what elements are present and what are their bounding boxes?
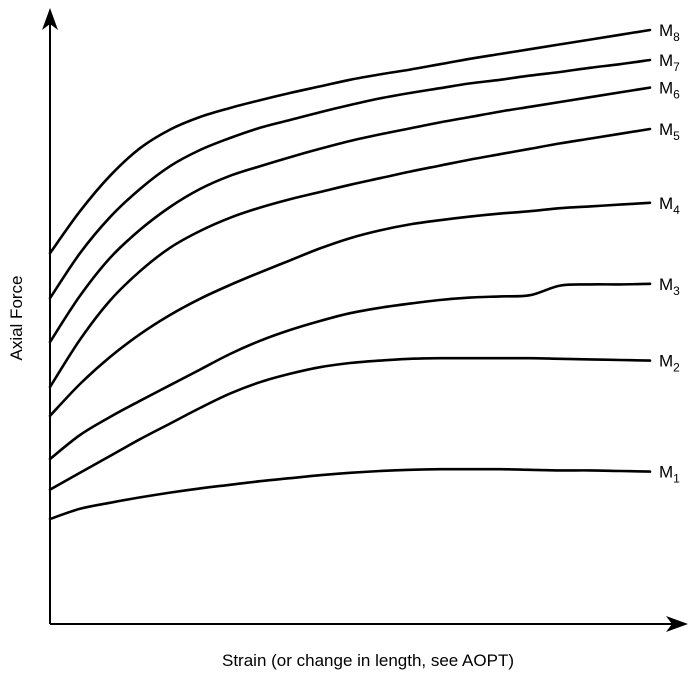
series-line-m7 [48,58,652,300]
series-label-m8: M8 [659,21,680,44]
series-line-m4 [48,201,652,418]
series-label-main: M [659,21,673,40]
series-line-m5 [48,127,652,389]
series-label-m6: M6 [659,79,680,102]
series-line-m2 [48,356,652,491]
x-axis-arrowhead [666,616,688,632]
series-label-main: M [659,352,673,371]
series-label-subscript: 3 [673,284,680,298]
series-line-m8 [48,28,652,255]
series-line-m6 [48,86,652,344]
series-label-main: M [659,51,673,70]
series-label-m4: M4 [659,194,680,217]
series-label-subscript: 6 [673,88,680,102]
series-label-m1: M1 [659,463,680,486]
x-axis-title: Strain (or change in length, see AOPT) [222,651,514,670]
series-label-m2: M2 [659,352,680,375]
series-label-subscript: 5 [673,129,680,143]
series-label-main: M [659,194,673,213]
series-label-m7: M7 [659,51,680,74]
series-label-subscript: 8 [673,30,680,44]
series-label-subscript: 1 [673,472,680,486]
series-label-subscript: 7 [673,60,680,74]
series-label-m3: M3 [659,275,680,298]
series-label-main: M [659,120,673,139]
y-axis-title: Axial Force [7,275,26,360]
y-axis-arrowhead [42,8,58,30]
series-label-main: M [659,275,673,294]
series-line-m3 [48,282,652,461]
series-label-subscript: 2 [673,361,680,375]
series-label-main: M [659,463,673,482]
series-label-m5: M5 [659,120,680,143]
series-lines [48,28,652,521]
series-line-m1 [48,467,652,521]
series-label-main: M [659,79,673,98]
series-label-subscript: 4 [673,203,680,217]
